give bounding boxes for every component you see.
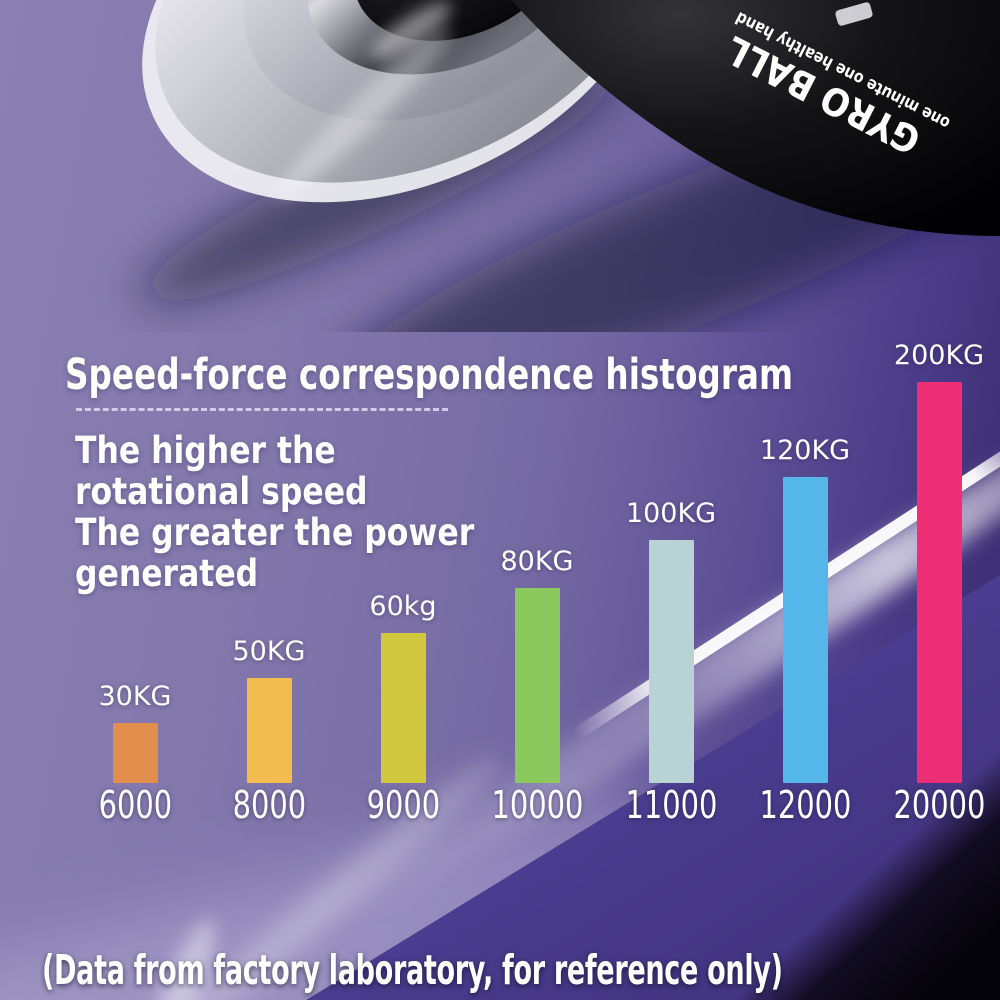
- bar: [246, 678, 292, 783]
- chart-title: Speed-force correspondence histogram: [65, 350, 794, 400]
- bar-value-label: 30KG: [98, 681, 172, 712]
- bar: [112, 723, 158, 783]
- bar-column-11000: 100KG 11000: [604, 330, 738, 827]
- bar: [514, 588, 560, 783]
- subtitle-line: rotational speed: [75, 470, 368, 513]
- bar-column-6000: 30KG 6000: [68, 330, 202, 827]
- category-label-text: 11000: [625, 783, 717, 827]
- category-label-text: 12000: [759, 783, 851, 827]
- bar-column-9000: 60kg 9000: [336, 330, 470, 827]
- bar: [782, 477, 828, 783]
- bar-column-20000: 200KG 20000: [872, 330, 1000, 827]
- product-photo: GYRO BALL one minute one healthy hand: [139, 0, 1000, 332]
- bar-value-label: 120KG: [759, 435, 851, 466]
- bar-value-label: 200KG: [893, 340, 985, 371]
- category-label-text: 6000: [98, 783, 172, 827]
- bar: [648, 540, 694, 783]
- category-label: 20000: [879, 783, 1000, 827]
- bar-value-label: 100KG: [625, 498, 717, 529]
- bar: [916, 382, 962, 783]
- category-label: 12000: [745, 783, 866, 827]
- category-label-text: 20000: [893, 783, 985, 827]
- subtitle-line: generated: [75, 552, 259, 595]
- bar: [380, 633, 426, 783]
- bar-value-label: 80KG: [500, 546, 574, 577]
- subtitle-line: The greater the power: [75, 511, 475, 554]
- category-label-text: 8000: [232, 783, 306, 827]
- gyro-rotor: [142, 0, 660, 203]
- device-vent-detail: [835, 2, 873, 26]
- category-label: 11000: [611, 783, 732, 827]
- category-label: 6000: [87, 783, 184, 827]
- bar-column-10000: 80KG 10000: [470, 330, 604, 827]
- category-label: 10000: [477, 783, 598, 827]
- footnote: (Data from factory laboratory, for refer…: [42, 946, 783, 994]
- bar-chart: 30KG 6000 50KG 8000 60kg 9000 80KG 10000 100KG 11…: [68, 330, 1000, 827]
- category-label-text: 10000: [491, 783, 583, 827]
- subtitle-line: The higher the: [75, 429, 336, 472]
- bar-column-12000: 120KG 12000: [738, 330, 872, 827]
- bar-value-label: 60kg: [369, 591, 437, 622]
- chart-subtitle: The higher the rotational speed The grea…: [75, 430, 474, 594]
- category-label: 9000: [355, 783, 452, 827]
- category-label-text: 9000: [366, 783, 440, 827]
- device-body: [511, 0, 1000, 236]
- dashed-divider: [76, 408, 448, 411]
- category-label: 8000: [221, 783, 318, 827]
- bar-column-8000: 50KG 8000: [202, 330, 336, 827]
- bar-value-label: 50KG: [232, 636, 306, 667]
